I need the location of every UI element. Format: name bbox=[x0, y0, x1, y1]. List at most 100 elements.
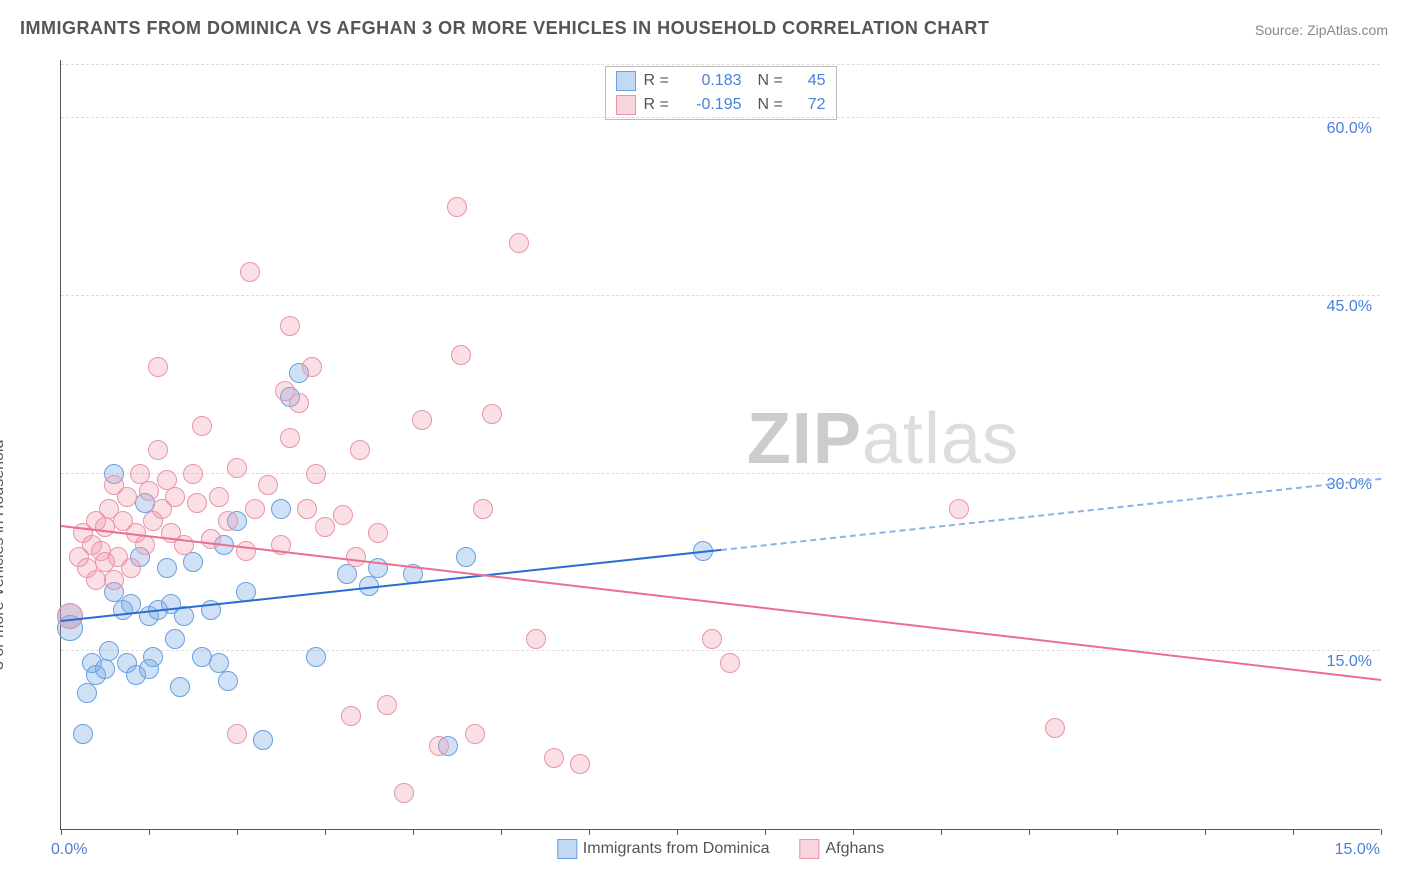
scatter-plot-area: ZIPatlas R = 0.183 N = 45 R = -0.195 N =… bbox=[60, 60, 1380, 830]
data-point-afghans bbox=[297, 499, 317, 519]
n-label: N = bbox=[758, 93, 788, 117]
data-point-afghans bbox=[192, 416, 212, 436]
data-point-afghans bbox=[201, 529, 221, 549]
data-point-afghans bbox=[306, 464, 326, 484]
legend-correlation-box: R = 0.183 N = 45 R = -0.195 N = 72 bbox=[605, 66, 837, 120]
gridline bbox=[61, 473, 1380, 474]
data-point-dominica bbox=[218, 671, 238, 691]
data-point-afghans bbox=[720, 653, 740, 673]
gridline bbox=[61, 650, 1380, 651]
x-axis-tick bbox=[1117, 829, 1118, 835]
x-axis-tick bbox=[1293, 829, 1294, 835]
data-point-dominica bbox=[306, 647, 326, 667]
data-point-afghans bbox=[429, 736, 449, 756]
n-label: N = bbox=[758, 69, 788, 93]
x-axis-min-label: 0.0% bbox=[51, 841, 87, 859]
data-point-afghans bbox=[139, 481, 159, 501]
data-point-afghans bbox=[209, 487, 229, 507]
data-point-afghans bbox=[482, 404, 502, 424]
data-point-dominica bbox=[157, 558, 177, 578]
data-point-afghans bbox=[1045, 718, 1065, 738]
x-axis-tick bbox=[677, 829, 678, 835]
y-axis-tick-label: 45.0% bbox=[1327, 298, 1374, 316]
data-point-afghans bbox=[302, 357, 322, 377]
data-point-afghans bbox=[526, 629, 546, 649]
swatch-blue-icon bbox=[557, 839, 577, 859]
data-point-afghans bbox=[57, 603, 83, 629]
data-point-dominica bbox=[165, 629, 185, 649]
data-point-afghans bbox=[245, 499, 265, 519]
data-point-afghans bbox=[280, 428, 300, 448]
data-point-dominica bbox=[170, 677, 190, 697]
x-axis-tick bbox=[501, 829, 502, 835]
data-point-afghans bbox=[240, 262, 260, 282]
data-point-afghans bbox=[702, 629, 722, 649]
data-point-afghans bbox=[165, 487, 185, 507]
x-axis-tick bbox=[237, 829, 238, 835]
y-axis-tick-label: 15.0% bbox=[1327, 653, 1374, 671]
r-value-dominica: 0.183 bbox=[682, 69, 742, 93]
chart-title: IMMIGRANTS FROM DOMINICA VS AFGHAN 3 OR … bbox=[20, 18, 989, 39]
trendline-dominica-dashed bbox=[721, 478, 1381, 551]
data-point-afghans bbox=[148, 357, 168, 377]
x-axis-tick bbox=[325, 829, 326, 835]
swatch-pink-icon bbox=[616, 95, 636, 115]
x-axis-tick bbox=[765, 829, 766, 835]
data-point-afghans bbox=[473, 499, 493, 519]
data-point-afghans bbox=[227, 458, 247, 478]
data-point-afghans bbox=[949, 499, 969, 519]
data-point-afghans bbox=[451, 345, 471, 365]
data-point-afghans bbox=[341, 706, 361, 726]
data-point-dominica bbox=[456, 547, 476, 567]
x-axis-tick bbox=[149, 829, 150, 835]
data-point-afghans bbox=[236, 541, 256, 561]
data-point-afghans bbox=[377, 695, 397, 715]
data-point-afghans bbox=[121, 558, 141, 578]
x-axis-tick bbox=[61, 829, 62, 835]
data-point-afghans bbox=[289, 393, 309, 413]
data-point-afghans bbox=[280, 316, 300, 336]
gridline bbox=[61, 117, 1380, 118]
data-point-afghans bbox=[227, 724, 247, 744]
gridline bbox=[61, 295, 1380, 296]
data-point-afghans bbox=[148, 440, 168, 460]
data-point-dominica bbox=[143, 647, 163, 667]
legend-item-dominica: Immigrants from Dominica bbox=[557, 839, 770, 859]
data-point-afghans bbox=[350, 440, 370, 460]
x-axis-tick bbox=[853, 829, 854, 835]
data-point-afghans bbox=[104, 570, 124, 590]
data-point-dominica bbox=[183, 552, 203, 572]
data-point-afghans bbox=[412, 410, 432, 430]
data-point-afghans bbox=[258, 475, 278, 495]
data-point-afghans bbox=[135, 535, 155, 555]
swatch-blue-icon bbox=[616, 71, 636, 91]
x-axis-max-label: 15.0% bbox=[1335, 841, 1380, 859]
data-point-afghans bbox=[368, 523, 388, 543]
data-point-dominica bbox=[271, 499, 291, 519]
x-axis-tick bbox=[941, 829, 942, 835]
data-point-afghans bbox=[117, 487, 137, 507]
data-point-afghans bbox=[333, 505, 353, 525]
gridline bbox=[61, 64, 1380, 65]
data-point-dominica bbox=[77, 683, 97, 703]
data-point-afghans bbox=[570, 754, 590, 774]
source-label: Source: ZipAtlas.com bbox=[1255, 22, 1388, 38]
y-axis-tick-label: 60.0% bbox=[1327, 120, 1374, 138]
data-point-afghans bbox=[315, 517, 335, 537]
data-point-afghans bbox=[544, 748, 564, 768]
data-point-dominica bbox=[253, 730, 273, 750]
legend-item-afghans: Afghans bbox=[799, 839, 884, 859]
data-point-afghans bbox=[394, 783, 414, 803]
y-axis-label: 3 or more Vehicles in Household bbox=[0, 440, 8, 670]
data-point-afghans bbox=[465, 724, 485, 744]
legend-row-afghans: R = -0.195 N = 72 bbox=[616, 93, 826, 117]
n-value-dominica: 45 bbox=[796, 69, 826, 93]
watermark: ZIPatlas bbox=[747, 398, 1019, 480]
data-point-dominica bbox=[95, 659, 115, 679]
r-label: R = bbox=[644, 69, 674, 93]
data-point-afghans bbox=[183, 464, 203, 484]
data-point-afghans bbox=[447, 197, 467, 217]
data-point-dominica bbox=[99, 641, 119, 661]
x-axis-tick bbox=[1029, 829, 1030, 835]
data-point-dominica bbox=[73, 724, 93, 744]
